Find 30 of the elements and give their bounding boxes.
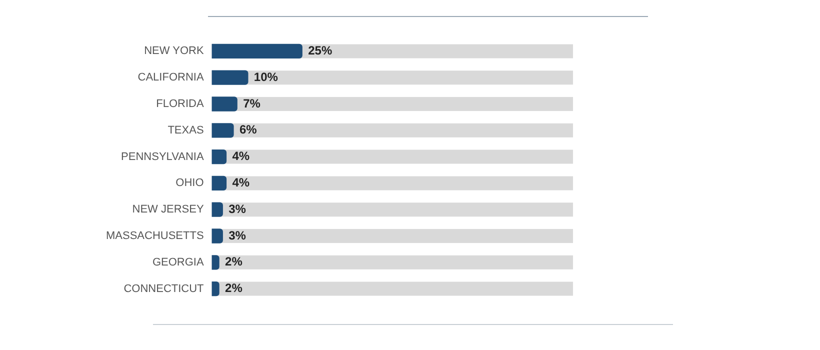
- data-label: 2%: [225, 254, 243, 269]
- y-tick-label: NEW YORK: [144, 45, 204, 58]
- data-label: 3%: [228, 228, 246, 242]
- data-label: 6%: [239, 122, 258, 137]
- data-label: 2%: [225, 281, 243, 296]
- data-label: 4%: [232, 149, 250, 164]
- data-label: 7%: [243, 96, 261, 110]
- data-label: 4%: [232, 176, 250, 190]
- y-tick-label: GEORGIA: [152, 256, 204, 268]
- bar: [212, 149, 227, 164]
- bar: [212, 281, 220, 296]
- bar: [212, 228, 223, 244]
- bar: [212, 255, 220, 270]
- y-tick-label: MASSACHUSETTS: [106, 230, 204, 242]
- bar: [212, 176, 227, 191]
- bar: [212, 44, 302, 59]
- data-label: 3%: [228, 202, 246, 216]
- bar: [212, 202, 223, 217]
- bar: [212, 70, 248, 85]
- y-tick-label: CALIFORNIA: [138, 72, 204, 84]
- y-tick-label: FLORIDA: [156, 98, 204, 110]
- y-tick-label: OHIO: [176, 177, 204, 190]
- y-tick-label: TEXAS: [168, 124, 204, 136]
- bar: [212, 123, 234, 138]
- y-tick-label: PENNSYLVANIA: [121, 150, 204, 163]
- data-label: 25%: [308, 44, 332, 58]
- y-tick-label: NEW JERSEY: [132, 204, 204, 216]
- bar: [212, 96, 238, 112]
- data-label: 10%: [254, 70, 278, 84]
- y-tick-label: CONNECTICUT: [124, 282, 204, 295]
